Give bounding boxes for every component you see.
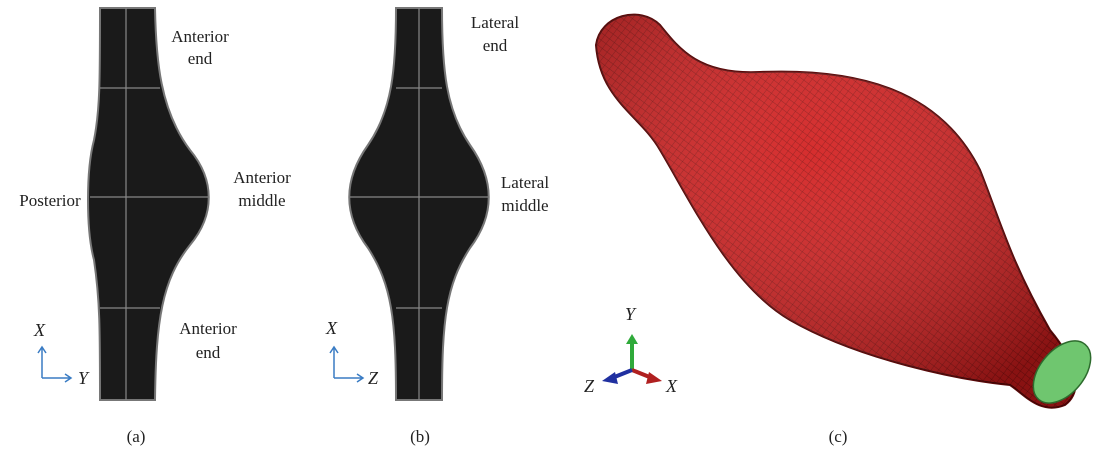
label: Anterior bbox=[179, 319, 237, 338]
axis-x-head bbox=[646, 372, 662, 384]
label: Lateral bbox=[501, 173, 549, 192]
panel-c: Y Z X (c) bbox=[584, 15, 1097, 446]
caption: (a) bbox=[127, 427, 146, 446]
shading bbox=[596, 15, 1076, 408]
axis-z-head bbox=[602, 372, 618, 384]
axis-label: Y bbox=[78, 368, 90, 388]
caption: (b) bbox=[410, 427, 430, 446]
axis-label: X bbox=[665, 376, 678, 396]
figure: Anterior end Posterior Anterior middle A… bbox=[0, 0, 1097, 458]
panel-b: Lateral end Lateral middle X Z (b) bbox=[325, 8, 549, 446]
caption: (c) bbox=[829, 427, 848, 446]
label: end bbox=[188, 49, 213, 68]
axis-label: Y bbox=[625, 304, 637, 324]
label: end bbox=[196, 343, 221, 362]
axis-label: Z bbox=[584, 376, 595, 396]
axis-label: X bbox=[33, 320, 46, 340]
label: middle bbox=[238, 191, 285, 210]
label: end bbox=[483, 36, 508, 55]
axis-label: Z bbox=[368, 368, 379, 388]
label: middle bbox=[501, 196, 548, 215]
label: Anterior bbox=[233, 168, 291, 187]
axis-label: X bbox=[325, 318, 338, 338]
axis-arrows bbox=[38, 347, 71, 382]
label: Anterior bbox=[171, 27, 229, 46]
axis-y-head bbox=[626, 334, 638, 344]
axis-arrows bbox=[330, 347, 363, 382]
panel-a: Anterior end Posterior Anterior middle A… bbox=[19, 8, 291, 446]
label: Posterior bbox=[19, 191, 81, 210]
label: Lateral bbox=[471, 13, 519, 32]
